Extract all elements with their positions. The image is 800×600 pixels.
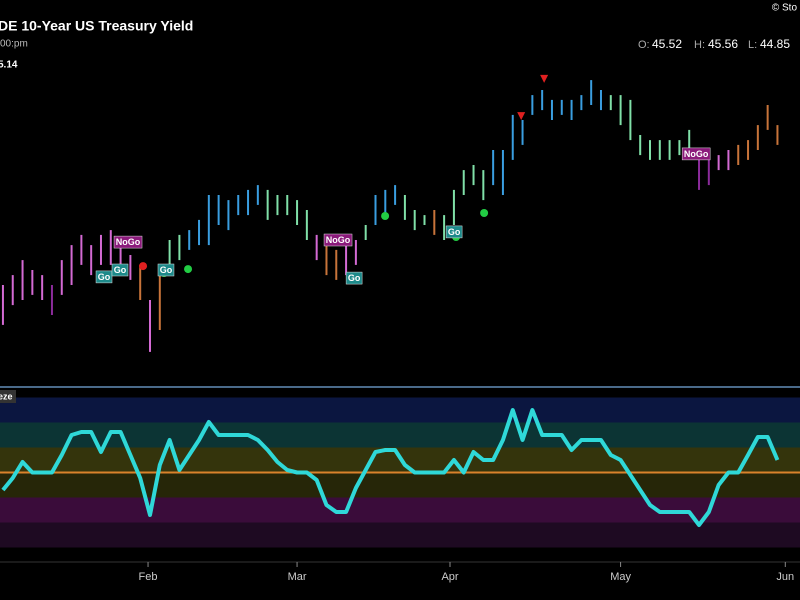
signal-label-bg bbox=[95, 270, 113, 284]
signal-label-bg bbox=[113, 235, 143, 249]
chart-title: DE 10-Year US Treasury Yield bbox=[0, 18, 193, 34]
ohlc-value: 45.52 bbox=[652, 37, 682, 51]
zone-band bbox=[0, 472, 800, 498]
signal-triangle bbox=[540, 74, 549, 83]
zone-band bbox=[0, 397, 800, 423]
signal-label: Go bbox=[348, 273, 361, 283]
signal-label: NoGo bbox=[326, 235, 351, 245]
logo: © Sto bbox=[772, 3, 798, 14]
signal-triangle bbox=[517, 112, 526, 121]
signal-label: NoGo bbox=[116, 237, 141, 247]
zone-band bbox=[0, 422, 800, 448]
signal-label-bg bbox=[111, 263, 129, 277]
ohlc-value: 44.85 bbox=[760, 37, 790, 51]
x-tick-label: May bbox=[610, 571, 631, 583]
panel-label-bg bbox=[0, 390, 16, 403]
signal-label: Go bbox=[114, 265, 127, 275]
x-tick-label: Jun bbox=[776, 571, 794, 583]
ohlc-label: O: bbox=[638, 39, 650, 51]
x-tick-label: Feb bbox=[139, 571, 158, 583]
zone-band bbox=[0, 522, 800, 548]
signal-label: Go bbox=[448, 227, 461, 237]
x-tick-label: Apr bbox=[441, 571, 458, 583]
time-label: 00:pm bbox=[0, 39, 28, 50]
signal-label-bg bbox=[157, 263, 175, 277]
x-tick-label: Mar bbox=[288, 571, 307, 583]
signal-label: NoGo bbox=[684, 149, 709, 159]
signal-dot bbox=[381, 212, 390, 220]
signal-label-bg bbox=[323, 233, 353, 247]
ohlc-value: 45.56 bbox=[708, 37, 738, 51]
signal-label: Go bbox=[160, 265, 173, 275]
signal-label: Go bbox=[98, 272, 111, 282]
signal-dot bbox=[139, 262, 148, 271]
ohlc-label: H: bbox=[694, 39, 705, 51]
signal-dot bbox=[184, 265, 193, 274]
last-price-label: 5.14 bbox=[0, 60, 18, 71]
signal-label-bg bbox=[445, 225, 463, 239]
ohlc-label: L: bbox=[748, 39, 757, 51]
signal-dot bbox=[480, 209, 489, 217]
signal-label-bg bbox=[345, 271, 363, 285]
signal-label-bg bbox=[681, 147, 711, 161]
oscillator-line bbox=[1, 408, 780, 527]
panel-label: eze bbox=[0, 391, 13, 401]
